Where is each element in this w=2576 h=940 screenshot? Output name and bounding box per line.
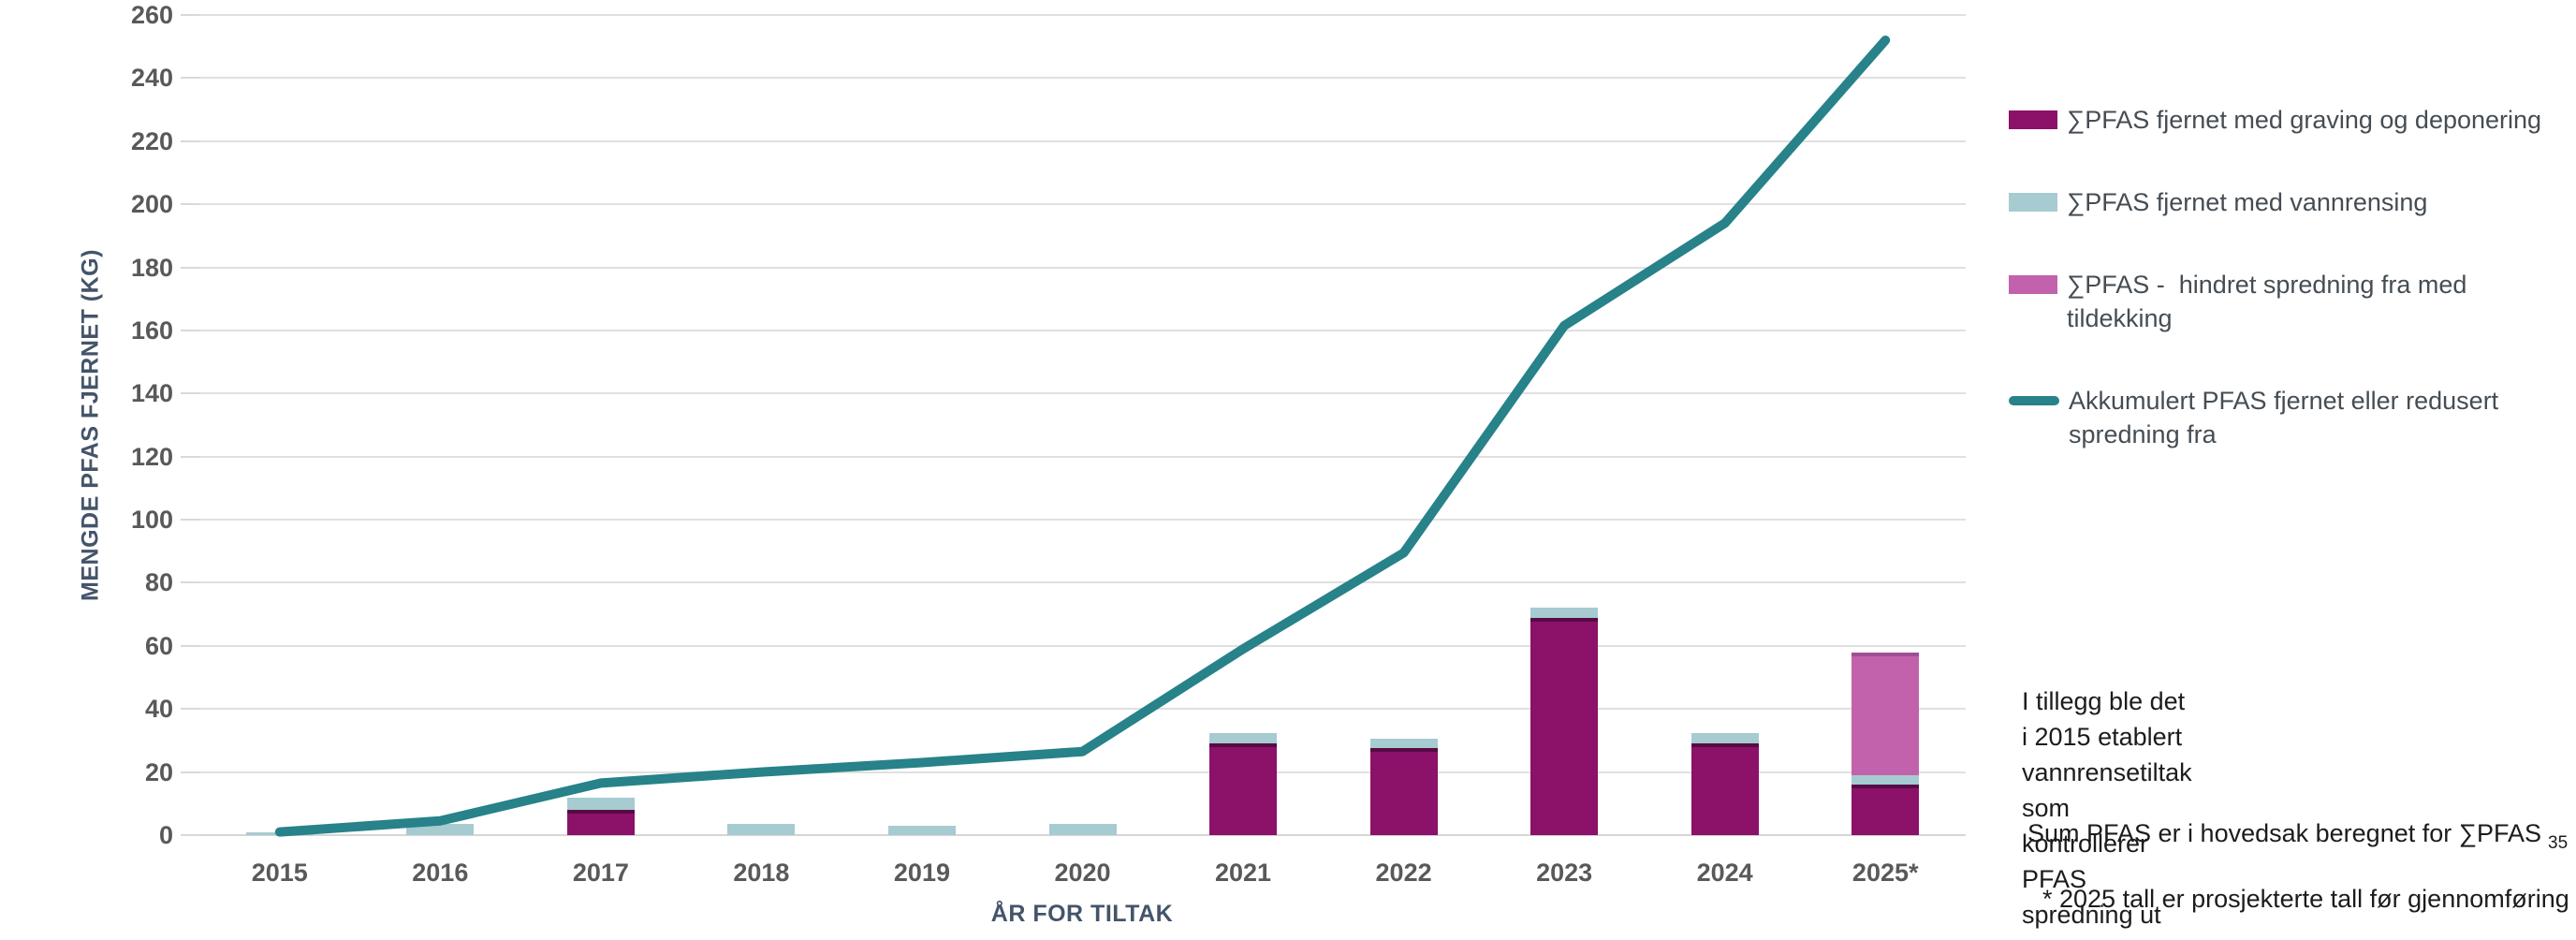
gridline-220 (199, 140, 1966, 142)
bar-segment-vannrensing-2017 (566, 797, 635, 811)
x-tick-label-2025: 2025* (1852, 859, 1919, 887)
gridline-180 (199, 266, 1966, 269)
gridline-200 (199, 203, 1966, 206)
x-tick-label-2019: 2019 (893, 859, 950, 887)
y-tickmark-100 (181, 519, 199, 521)
bar-segment-vannrensing-2025* (1852, 774, 1920, 786)
y-tickmark-40 (181, 708, 199, 711)
note-sum-pfas-text: Sum PFAS er i hovedsak beregnet for ∑PFA… (2027, 819, 2542, 847)
legend-item-tildekking: ∑PFAS - hindret spredning fra med tildek… (2009, 268, 2576, 335)
gridline-100 (199, 519, 1966, 521)
gridline-120 (199, 455, 1966, 458)
x-tick-label-2021: 2021 (1214, 859, 1272, 887)
y-tick-label: 200 (130, 190, 173, 219)
gridline-140 (199, 392, 1966, 395)
y-tick-label: 20 (144, 757, 173, 786)
y-tickmark-180 (181, 266, 199, 269)
y-tickmark-80 (181, 581, 199, 584)
note-2025-projection: * 2025 tall er prosjekterte tall før gje… (2042, 885, 2569, 913)
y-tick-label: 260 (130, 1, 173, 29)
gridline-160 (199, 329, 1966, 331)
y-tick-label: 220 (130, 126, 173, 155)
x-tick-label-2024: 2024 (1696, 859, 1753, 887)
note-line: I tillegg ble det i 2015 etablert (2022, 687, 2186, 751)
note-sum-pfas: Sum PFAS er i hovedsak beregnet for ∑PFA… (2027, 816, 2568, 860)
note-line: PFAS spredning ut av lokaliteten på OSL (2022, 865, 2170, 940)
y-axis-title: MENGDE PFAS FJERNET (KG) (77, 249, 104, 601)
gridline-80 (199, 581, 1966, 584)
legend-label-vannrensing: ∑PFAS fjernet med vannrensing (2067, 188, 2428, 216)
bar-segment-vannrensing-2019 (887, 825, 956, 835)
bar-segment-graving-2017 (566, 810, 635, 835)
legend-swatch-akkumulert-line (2009, 396, 2059, 405)
x-tick-label-2015: 2015 (251, 859, 308, 887)
bar-segment-graving-2024 (1690, 743, 1759, 835)
legend-item-akkumulert: Akkumulert PFAS fjernet eller redusert s… (2009, 384, 2576, 451)
bar-segment-vannrensing-2020 (1048, 824, 1117, 835)
bar-segment-vannrensing-2018 (727, 824, 796, 835)
y-tickmark-120 (181, 455, 199, 458)
bar-segment-graving-2023 (1530, 617, 1599, 835)
bar-segment-vannrensing-2022 (1369, 739, 1438, 749)
legend-label-tildekking: ∑PFAS - hindret spredning fra med tildek… (2067, 271, 2474, 332)
bar-segment-tildekking-2025* (1852, 652, 1920, 775)
gridline-240 (199, 77, 1966, 80)
bar-segment-graving-2025* (1852, 785, 1920, 835)
y-tickmark-60 (181, 644, 199, 647)
gridline-60 (199, 644, 1966, 647)
x-tick-label-2018: 2018 (733, 859, 790, 887)
bar-segment-vannrensing-2024 (1690, 732, 1759, 744)
legend-label-akkumulert: Akkumulert PFAS fjernet eller redusert s… (2069, 387, 2506, 448)
y-tickmark-260 (181, 14, 199, 16)
note-sum-pfas-subscript: 35 (2548, 833, 2569, 853)
y-tick-label: 240 (130, 64, 173, 93)
x-tick-label-2023: 2023 (1536, 859, 1593, 887)
legend: ∑PFAS fjernet med graving og deponering … (2009, 103, 2576, 500)
note-vannrensetiltak: I tillegg ble det i 2015 etablert vannre… (2022, 683, 2192, 940)
legend-label-graving: ∑PFAS fjernet med graving og deponering (2067, 106, 2542, 134)
legend-item-graving: ∑PFAS fjernet med graving og deponering (2009, 103, 2576, 137)
x-axis-title: ÅR FOR TILTAK (990, 901, 1174, 927)
bar-segment-graving-2021 (1209, 743, 1278, 835)
bar-segment-vannrensing-2015 (245, 831, 314, 835)
y-tickmark-200 (181, 203, 199, 206)
x-tick-label-2016: 2016 (412, 859, 469, 887)
y-tick-label: 100 (130, 506, 173, 535)
x-tick-label-2022: 2022 (1375, 859, 1432, 887)
y-tickmark-140 (181, 392, 199, 395)
y-tickmark-0 (181, 834, 199, 836)
y-tick-label: 120 (130, 442, 173, 471)
gridline-260 (199, 14, 1966, 16)
note-line: vannrensetiltak som kontrollerer (2022, 758, 2192, 858)
legend-swatch-graving (2009, 110, 2057, 129)
y-tick-label: 0 (158, 821, 173, 849)
y-tickmark-160 (181, 329, 199, 331)
bar-segment-vannrensing-2021 (1209, 732, 1278, 744)
y-tick-label: 80 (144, 568, 173, 597)
y-tickmark-20 (181, 771, 199, 773)
y-tick-label: 60 (144, 631, 173, 660)
legend-swatch-tildekking (2009, 275, 2057, 294)
y-tick-label: 180 (130, 253, 173, 282)
y-tick-label: 40 (144, 695, 173, 724)
x-tick-label-2017: 2017 (572, 859, 629, 887)
y-tick-label: 140 (130, 379, 173, 408)
gridline-40 (199, 708, 1966, 711)
y-tickmark-240 (181, 77, 199, 80)
y-tickmark-220 (181, 140, 199, 142)
bar-segment-graving-2022 (1369, 748, 1438, 835)
bar-segment-vannrensing-2023 (1530, 608, 1599, 618)
legend-item-vannrensing: ∑PFAS fjernet med vannrensing (2009, 185, 2576, 219)
bar-segment-vannrensing-2016 (406, 824, 475, 835)
y-tick-label: 160 (130, 316, 173, 345)
x-tick-label-2020: 2020 (1054, 859, 1111, 887)
legend-swatch-vannrensing (2009, 193, 2057, 212)
